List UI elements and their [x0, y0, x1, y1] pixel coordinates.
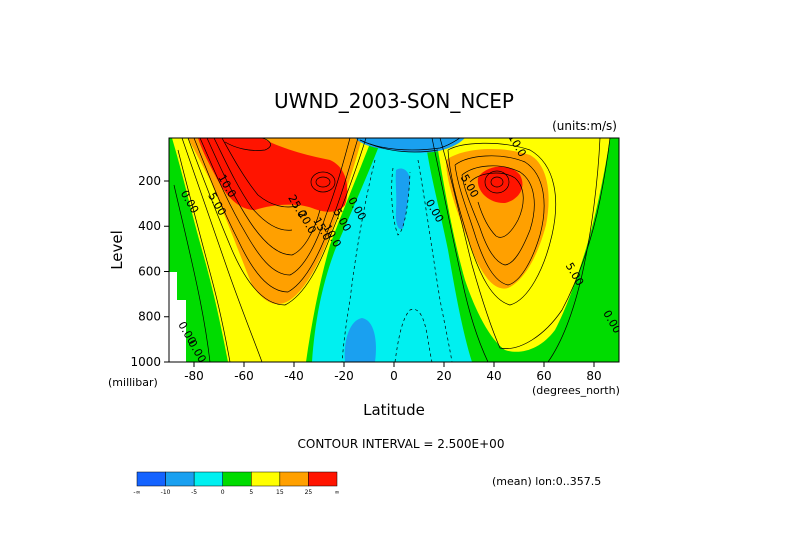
colorbar-tick-label: -10: [161, 489, 171, 496]
x-axis: -80 -60 -40 -20 0 20 40 60 80: [184, 362, 602, 383]
plot-area: 10.05.000.00 25.020.015.010.05.000.00 0.00…: [169, 138, 619, 362]
colorbar-tick-label: 5: [249, 489, 253, 496]
x-tick-label: -80: [184, 369, 204, 383]
colorbar-swatch: [279, 471, 309, 487]
x-tick-label: -20: [334, 369, 354, 383]
colorbar-tick-label: ∞: [335, 489, 340, 496]
colorbar-swatch: [308, 471, 338, 487]
tropical-easterly-patch: [395, 168, 410, 230]
x-tick-label: 20: [436, 369, 451, 383]
x-tick-label: 40: [486, 369, 501, 383]
x-tick-label: -40: [284, 369, 304, 383]
northern-15-25-region: [446, 148, 549, 289]
y-unit-label: (millibar): [108, 376, 158, 389]
negative-contour-lines: [341, 159, 453, 362]
missing-data-notch: [177, 300, 186, 362]
chart-title: UWND_2003-SON_NCEP: [274, 89, 514, 113]
colorbar-swatch: [136, 471, 166, 487]
contour-interval-text: CONTOUR INTERVAL = 2.500E+00: [298, 437, 505, 451]
colorbar-tick-label: 15: [276, 489, 284, 496]
mean-text: (mean) lon:0..357.5: [492, 475, 601, 488]
colorbar-tick-label: 25: [305, 489, 313, 496]
colorbar-swatch: [165, 471, 195, 487]
southern-jet-core: [198, 138, 348, 212]
y-tick-label: 200: [138, 174, 161, 188]
y-axis-title: Level: [108, 230, 126, 270]
colorbar-swatch: [193, 471, 223, 487]
colorbar-tick-label: 0: [221, 489, 225, 496]
contour-lines: [173, 138, 611, 362]
colorbar-tick-label: -∞: [133, 489, 140, 496]
y-axis: 200 400 600 800 1000: [130, 174, 169, 369]
upper-easterly-patch: [355, 138, 465, 153]
x-axis-title: Latitude: [363, 401, 425, 419]
x-tick-label: 0: [390, 369, 398, 383]
y-tick-label: 1000: [130, 355, 161, 369]
y-tick-label: 400: [138, 219, 161, 233]
y-tick-label: 600: [138, 264, 161, 278]
x-tick-label: 60: [536, 369, 551, 383]
y-tick-label: 800: [138, 310, 161, 324]
x-unit-label: (degrees_north): [532, 384, 620, 397]
colorbar: -∞ -10 -5 0 5 15 25 ∞: [133, 471, 340, 496]
jet-core-contours: [224, 138, 510, 194]
lower-easterly-patch: [344, 318, 376, 362]
units-label: (units:m/s): [552, 119, 617, 133]
colorbar-swatch: [251, 471, 281, 487]
x-tick-label: -60: [234, 369, 254, 383]
x-tick-label: 80: [586, 369, 601, 383]
missing-data-region: [169, 272, 177, 362]
colorbar-swatch: [222, 471, 252, 487]
colorbar-tick-label: -5: [191, 489, 197, 496]
